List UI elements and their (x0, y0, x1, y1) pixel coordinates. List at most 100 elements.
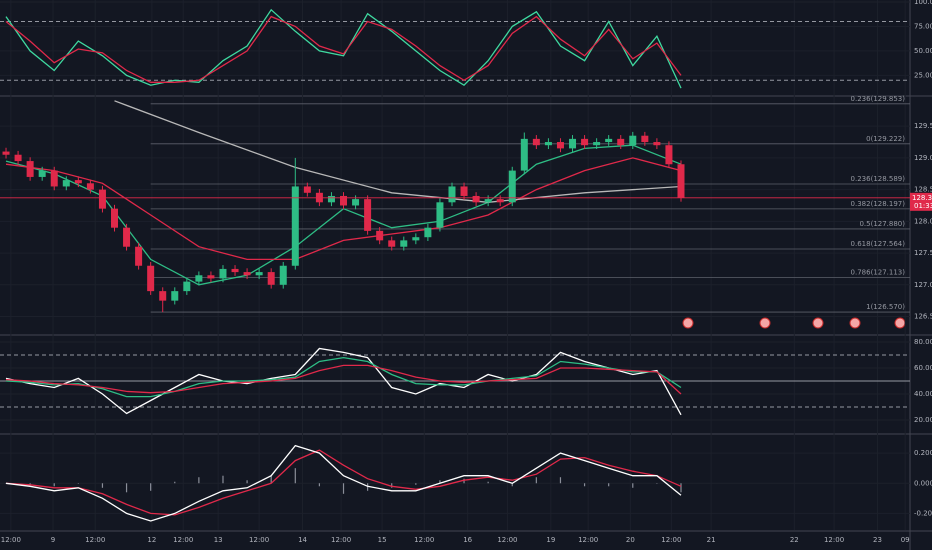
last-price-label: 128.371 (912, 194, 932, 202)
histogram-bar (559, 477, 562, 484)
fib-label: 0.382(128.197) (851, 200, 906, 208)
y-tick-label: 50.00 (914, 47, 932, 55)
candle-body (677, 164, 685, 198)
candle-body (123, 227, 131, 247)
candle-body (255, 272, 263, 276)
candle-body (364, 199, 372, 231)
candle-body (665, 145, 673, 165)
line-series (5, 15, 682, 83)
y-tick-label: 0.200 (914, 449, 932, 457)
grid (0, 0, 910, 530)
x-tick-label: 12:00 (497, 536, 517, 544)
y-tick-label: 0.000 (914, 479, 932, 487)
candle-body (291, 186, 299, 266)
histogram-bar (367, 483, 369, 491)
x-tick-label: 12:00 (661, 536, 681, 544)
x-tick-label: 14 (298, 536, 307, 544)
candle-body (641, 135, 649, 143)
candle-body (581, 138, 589, 146)
x-tick-label: 20 (626, 536, 635, 544)
event-icon[interactable] (812, 317, 824, 329)
histogram-bar (463, 478, 465, 484)
last-price-tag (910, 192, 932, 211)
candle-body (243, 272, 251, 276)
x-tick-label: 21 (707, 536, 716, 544)
x-tick-label: 12:00 (414, 536, 434, 544)
candle-body (593, 142, 601, 146)
x-tick-label: 13 (214, 536, 223, 544)
histogram-bar (583, 483, 586, 487)
candle-body (388, 240, 396, 247)
y-tick-label: 128.500 (914, 186, 932, 194)
line-series (5, 449, 682, 516)
event-icons (682, 317, 906, 329)
candle-body (629, 135, 637, 146)
candle-body (183, 281, 191, 292)
x-tick-label: 23 (873, 536, 882, 544)
line-series (5, 444, 682, 522)
candle-body (520, 138, 528, 171)
candle-body (412, 237, 420, 241)
fib-label: 0.5(127.880) (859, 220, 905, 228)
x-tick-label: 9 (51, 536, 55, 544)
candle-body (86, 183, 94, 190)
candle-body (448, 186, 456, 203)
y-tick-label: 127.500 (914, 249, 932, 257)
histogram-bar (632, 483, 634, 488)
candle-body (424, 227, 432, 238)
line-series (114, 100, 682, 203)
candle-body (340, 195, 348, 206)
histogram-bar (439, 480, 441, 484)
candle-body (38, 170, 46, 177)
histogram-bar (29, 483, 31, 485)
x-tick-label: 22 (790, 536, 799, 544)
histogram-bar (125, 483, 128, 493)
histogram-bar (318, 483, 321, 487)
y-tick-label: -0.200 (914, 509, 932, 517)
candle-body (352, 199, 360, 206)
x-tick-label: 12:00 (824, 536, 844, 544)
histogram-bar (174, 481, 176, 484)
histogram-bar (680, 483, 682, 493)
candle-body (436, 202, 444, 228)
fib-label: 1(126.570) (866, 303, 905, 311)
y-tick-label: 126.500 (914, 313, 932, 321)
x-tick-label: 12:00 (173, 536, 193, 544)
candle-body (111, 208, 119, 228)
candle-body (207, 275, 215, 279)
histogram-bar (101, 483, 104, 488)
histogram-bar (294, 468, 296, 484)
fib-label: 0.786(127.113) (851, 269, 906, 277)
candle-body (556, 142, 564, 149)
candle-body (195, 275, 203, 282)
histogram-bar (608, 483, 610, 487)
candle-body (508, 170, 516, 203)
x-tick-label: 12:00 (578, 536, 598, 544)
candle-body (159, 291, 167, 301)
candle-body (496, 199, 504, 203)
event-icon[interactable] (894, 317, 906, 329)
candle-body (2, 151, 10, 155)
candle-body (460, 186, 468, 196)
histogram-bar (77, 483, 79, 484)
candle-body (267, 272, 275, 285)
histogram-bar (391, 483, 393, 488)
x-tick-label: 09 (901, 536, 910, 544)
candle-body (303, 186, 311, 193)
event-icon[interactable] (849, 317, 861, 329)
line-series (5, 356, 682, 398)
histogram-bar (342, 483, 345, 494)
event-icon[interactable] (759, 317, 771, 329)
y-tick-label: 129.000 (914, 154, 932, 162)
candle-body (26, 161, 34, 177)
candle-body (484, 199, 492, 203)
y-tick-label: 129.500 (914, 122, 932, 130)
histogram-bar (150, 483, 152, 491)
y-tick-label: 20.000 (914, 416, 932, 424)
candle-body (653, 142, 661, 146)
fib-label: 0(129.222) (866, 135, 905, 143)
candle-body (14, 154, 22, 162)
x-tick-label: 16 (463, 536, 472, 544)
event-icon[interactable] (682, 317, 694, 329)
